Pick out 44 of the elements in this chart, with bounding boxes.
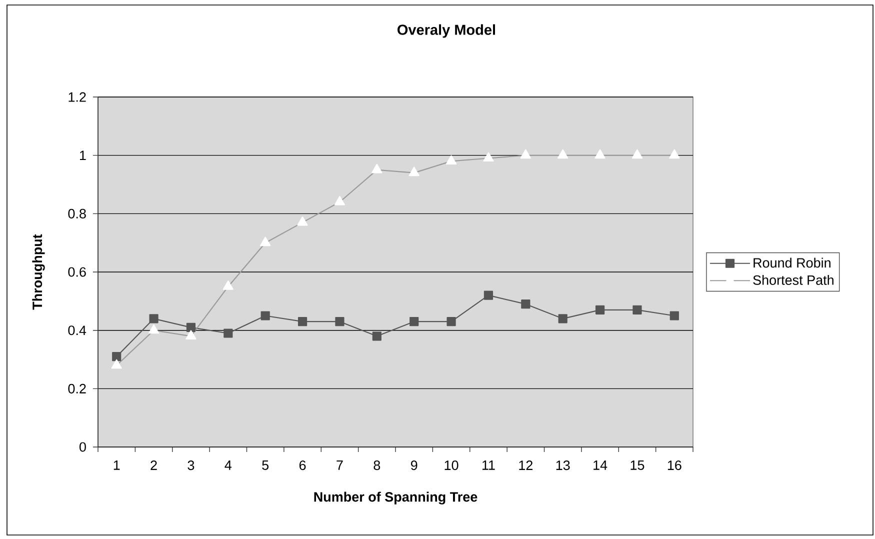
- x-tick-label: 13: [556, 460, 570, 470]
- point: [298, 317, 308, 326]
- x-tick-label: 9: [410, 460, 418, 470]
- point: [521, 300, 530, 309]
- y-tick-label: 0.4: [68, 326, 86, 336]
- x-tick-label: 8: [374, 460, 380, 470]
- x-tick-label: 7: [336, 460, 343, 470]
- x-tick-label: 6: [299, 460, 306, 470]
- legend-label: Round Robin: [754, 258, 830, 268]
- point: [186, 322, 196, 332]
- point: [335, 317, 344, 326]
- x-tick-label: 4: [224, 460, 232, 470]
- y-tick-label: 1: [80, 150, 86, 160]
- point: [670, 311, 679, 320]
- point: [149, 314, 158, 324]
- point: [595, 305, 605, 314]
- x-axis-title: Number of Spanning Tree: [314, 492, 478, 504]
- y-tick-label: 0.6: [68, 267, 86, 277]
- point: [260, 311, 270, 320]
- x-tick-label: 15: [630, 460, 644, 470]
- point: [484, 290, 494, 300]
- legend-label: Shortest Path: [753, 275, 834, 285]
- x-tick-label: 10: [444, 460, 458, 470]
- point: [224, 328, 233, 338]
- point: [372, 332, 382, 341]
- x-tick-label: 11: [482, 460, 495, 470]
- x-tick-label: 3: [188, 460, 194, 470]
- point: [112, 352, 122, 362]
- y-tick-label: 0: [80, 442, 86, 452]
- point: [558, 314, 568, 324]
- y-tick-label: 0.2: [68, 384, 86, 394]
- x-tick-label: 2: [150, 460, 157, 470]
- y-tick-label: 1.2: [68, 92, 86, 102]
- x-tick-label: 14: [594, 460, 608, 470]
- point: [446, 317, 456, 326]
- x-tick-label: 12: [519, 460, 532, 470]
- x-tick-label: 5: [262, 460, 269, 470]
- y-axis-title: Throughput: [32, 234, 45, 310]
- chart-title: Overaly Model: [398, 24, 496, 38]
- x-tick-label: 16: [668, 460, 682, 470]
- point: [632, 305, 642, 314]
- point: [410, 317, 419, 326]
- x-tick-label: 1: [114, 460, 120, 470]
- y-tick-label: 0.8: [68, 208, 86, 218]
